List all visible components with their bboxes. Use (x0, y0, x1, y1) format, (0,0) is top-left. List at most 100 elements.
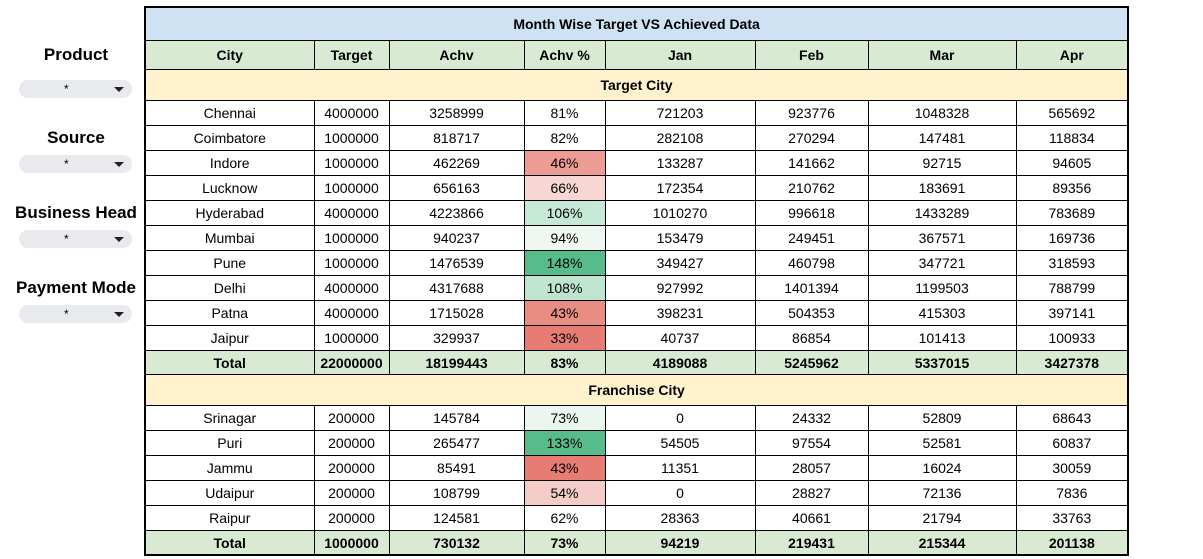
source-filter-dropdown[interactable]: * (19, 155, 132, 173)
table-header-row: City Target Achv Achv % Jan Feb Mar Apr (144, 40, 1129, 70)
table-cell: 4317688 (388, 275, 525, 301)
table-cell: 4000000 (313, 300, 390, 326)
table-cell: 16024 (867, 455, 1017, 481)
table-cell: 4223866 (388, 200, 525, 226)
total-row: Total 22000000 18199443 83% 4189088 5245962 53… (144, 350, 1129, 375)
header-cell: Achv % (523, 40, 606, 70)
table-cell: 40661 (754, 505, 869, 531)
header-cell: Apr (1015, 40, 1129, 70)
achv-percent-cell: 66% (523, 175, 606, 201)
total-label: Total (144, 350, 315, 375)
table-title: Month Wise Target VS Achieved Data (144, 6, 1129, 41)
table-cell: 0 (604, 405, 756, 431)
achv-percent-cell: 73% (523, 405, 606, 431)
achv-percent-cell: 43% (523, 300, 606, 326)
table-cell: 329937 (388, 325, 525, 351)
table-cell: 11351 (604, 455, 756, 481)
total-cell: 73% (523, 530, 606, 556)
table-cell: 783689 (1015, 200, 1129, 226)
section-header-row: Target City (144, 69, 1129, 101)
table-row: Coimbatore 1000000 818717 82% 282108 270294 14… (144, 125, 1129, 151)
city-cell: Patna (144, 300, 315, 326)
table-cell: 30059 (1015, 455, 1129, 481)
table-cell: 28827 (754, 480, 869, 506)
table-cell: 565692 (1015, 100, 1129, 126)
table-row: Pune 1000000 1476539 148% 349427 460798 347721… (144, 250, 1129, 276)
header-cell: Feb (754, 40, 869, 70)
table-cell: 200000 (313, 505, 390, 531)
chevron-down-icon (114, 237, 124, 242)
table-cell: 169736 (1015, 225, 1129, 251)
table-cell: 200000 (313, 480, 390, 506)
table-cell: 349427 (604, 250, 756, 276)
source-filter-value: * (64, 157, 69, 171)
table-cell: 460798 (754, 250, 869, 276)
product-filter-dropdown[interactable]: * (19, 80, 132, 98)
table-cell: 923776 (754, 100, 869, 126)
table-cell: 72136 (867, 480, 1017, 506)
city-cell: Coimbatore (144, 125, 315, 151)
achv-percent-cell: 54% (523, 480, 606, 506)
table-cell: 4000000 (313, 200, 390, 226)
business-head-filter-dropdown[interactable]: * (19, 230, 132, 248)
total-cell: 4189088 (604, 350, 756, 375)
achv-percent-cell: 81% (523, 100, 606, 126)
chevron-down-icon (114, 162, 124, 167)
table-row: Udaipur 200000 108799 54% 0 28827 72136 7836 (144, 480, 1129, 506)
table-row: Puri 200000 265477 133% 54505 97554 52581 60837 (144, 430, 1129, 456)
table-cell: 818717 (388, 125, 525, 151)
table-cell: 147481 (867, 125, 1017, 151)
chevron-down-icon (114, 87, 124, 92)
table-cell: 172354 (604, 175, 756, 201)
table-cell: 1401394 (754, 275, 869, 301)
table-row: Chennai 4000000 3258999 81% 721203 923776 1048… (144, 100, 1129, 126)
table-cell: 1433289 (867, 200, 1017, 226)
business-head-filter-value: * (64, 232, 69, 246)
table-cell: 86854 (754, 325, 869, 351)
product-filter-value: * (64, 82, 69, 96)
city-cell: Srinagar (144, 405, 315, 431)
table-cell: 1000000 (313, 175, 390, 201)
total-row: Total 1000000 730132 73% 94219 219431 215344 20… (144, 530, 1129, 556)
achv-percent-cell: 94% (523, 225, 606, 251)
table-cell: 94605 (1015, 150, 1129, 176)
table-cell: 1715028 (388, 300, 525, 326)
table-cell: 1010270 (604, 200, 756, 226)
header-cell: Jan (604, 40, 756, 70)
table-row: Delhi 4000000 4317688 108% 927992 1401394 1199… (144, 275, 1129, 301)
table-cell: 347721 (867, 250, 1017, 276)
table-row: Mumbai 1000000 940237 94% 153479 249451 367571… (144, 225, 1129, 251)
achv-percent-cell: 82% (523, 125, 606, 151)
table-cell: 398231 (604, 300, 756, 326)
table-cell: 60837 (1015, 430, 1129, 456)
table-cell: 265477 (388, 430, 525, 456)
payment-mode-filter-dropdown[interactable]: * (19, 305, 132, 323)
achv-percent-cell: 133% (523, 430, 606, 456)
header-cell: City (144, 40, 315, 70)
city-cell: Mumbai (144, 225, 315, 251)
table-cell: 141662 (754, 150, 869, 176)
city-cell: Chennai (144, 100, 315, 126)
table-cell: 788799 (1015, 275, 1129, 301)
table-cell: 397141 (1015, 300, 1129, 326)
table-cell: 1000000 (313, 150, 390, 176)
total-cell: 18199443 (388, 350, 525, 375)
city-cell: Indore (144, 150, 315, 176)
table-cell: 415303 (867, 300, 1017, 326)
table-cell: 118834 (1015, 125, 1129, 151)
total-cell: 83% (523, 350, 606, 375)
product-filter-label: Product (43, 45, 109, 64)
city-cell: Jaipur (144, 325, 315, 351)
table-cell: 33763 (1015, 505, 1129, 531)
table-cell: 1000000 (313, 125, 390, 151)
table-cell: 1048328 (867, 100, 1017, 126)
table-cell: 124581 (388, 505, 525, 531)
table-cell: 249451 (754, 225, 869, 251)
city-cell: Lucknow (144, 175, 315, 201)
table-cell: 68643 (1015, 405, 1129, 431)
city-cell: Hyderabad (144, 200, 315, 226)
table-cell: 282108 (604, 125, 756, 151)
table-row: Jaipur 1000000 329937 33% 40737 86854 101413 10… (144, 325, 1129, 351)
table-cell: 656163 (388, 175, 525, 201)
table-cell: 54505 (604, 430, 756, 456)
